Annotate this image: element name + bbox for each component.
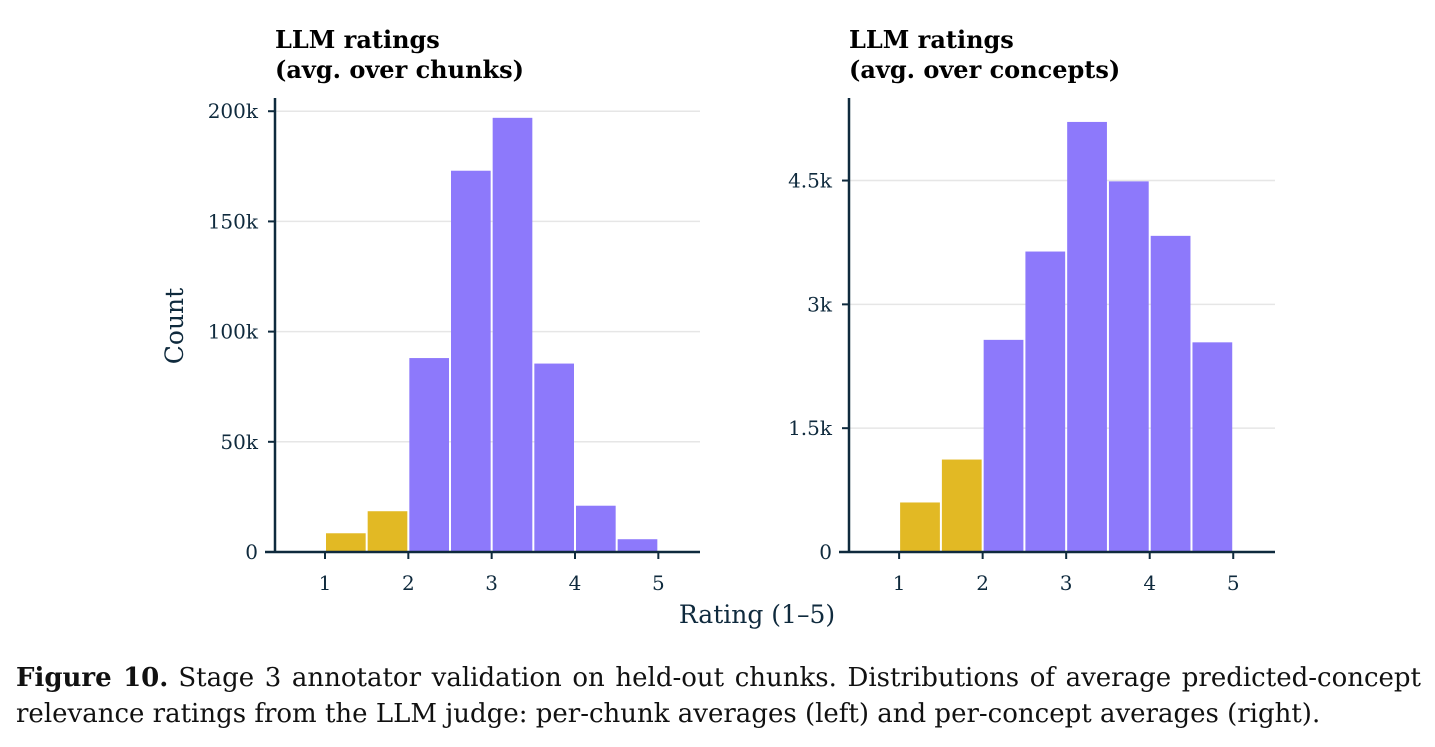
left-x-tick-label: 5 bbox=[652, 571, 665, 595]
left-chart-subtitle: (avg. over chunks) bbox=[275, 55, 524, 84]
left-y-tick-label: 150k bbox=[208, 209, 259, 233]
left-histogram-bar bbox=[576, 505, 616, 552]
left-histogram-bar bbox=[367, 511, 408, 552]
right-chart-title: LLM ratings bbox=[849, 25, 1014, 54]
right-x-tick-label: 5 bbox=[1227, 571, 1240, 595]
right-x-tick-label: 4 bbox=[1143, 571, 1156, 595]
right-x-tick-label: 2 bbox=[976, 571, 989, 595]
left-histogram-bar bbox=[617, 539, 658, 552]
caption-text: Stage 3 annotator validation on held-out… bbox=[16, 663, 1422, 729]
left-histogram-bar bbox=[326, 533, 366, 552]
left-histogram-panel: LLM ratings (avg. over chunks) Count 0 50… bbox=[160, 25, 700, 595]
left-x-tick-label: 3 bbox=[485, 571, 498, 595]
caption-label: Figure 10. bbox=[16, 663, 169, 693]
right-histogram-bar bbox=[1150, 235, 1191, 553]
right-histogram-bar bbox=[900, 502, 940, 552]
right-y-tick-label: 1.5k bbox=[788, 416, 833, 440]
x-axis-label: Rating (1–5) bbox=[679, 600, 835, 629]
right-histogram-bar bbox=[1067, 121, 1107, 553]
left-x-tick-label: 2 bbox=[402, 571, 415, 595]
right-chart-subtitle: (avg. over concepts) bbox=[849, 55, 1120, 84]
left-histogram-bar bbox=[492, 117, 533, 552]
left-histogram-bar bbox=[409, 358, 449, 552]
y-axis-label: Count bbox=[160, 288, 189, 364]
right-x-tick-label: 1 bbox=[893, 571, 906, 595]
figure-caption: Figure 10. Stage 3 annotator validation o… bbox=[16, 660, 1421, 732]
right-histogram-bar bbox=[941, 459, 982, 552]
left-histogram-bar bbox=[451, 170, 491, 552]
left-x-tick-label: 1 bbox=[319, 571, 332, 595]
left-y-tick-label: 50k bbox=[220, 430, 258, 454]
left-y-tick-label: 200k bbox=[208, 99, 259, 123]
left-histogram-bar bbox=[534, 363, 574, 552]
right-histogram-bar bbox=[1192, 342, 1233, 552]
right-histogram-panel: LLM ratings (avg. over concepts) 0 1.5k 3k… bbox=[788, 25, 1275, 595]
right-histogram-bar bbox=[1108, 181, 1149, 552]
left-x-tick-label: 4 bbox=[569, 571, 582, 595]
figure: LLM ratings (avg. over chunks) Count 050… bbox=[160, 25, 1275, 629]
right-y-tick-label: 0 bbox=[819, 540, 832, 564]
right-histogram-bar bbox=[1025, 251, 1066, 552]
right-histogram-bar bbox=[983, 339, 1024, 552]
left-y-tick-label: 100k bbox=[208, 320, 259, 344]
right-y-tick-label: 4.5k bbox=[788, 169, 833, 193]
right-x-tick-label: 3 bbox=[1060, 571, 1073, 595]
left-y-tick-label: 0 bbox=[245, 540, 258, 564]
right-y-tick-label: 3k bbox=[807, 292, 833, 316]
left-chart-title: LLM ratings bbox=[275, 25, 440, 54]
